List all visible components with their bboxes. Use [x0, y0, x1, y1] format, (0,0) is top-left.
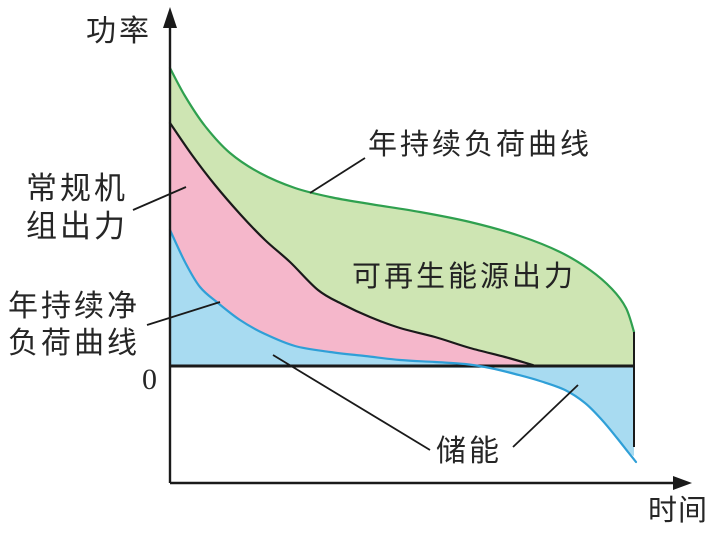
leader-line	[146, 301, 221, 326]
conventional-output-boundary-curve	[168, 121, 535, 367]
renewable-output-label: 可再生能源出力	[352, 261, 577, 293]
annual-load-curve-label: 年持续负荷曲线	[368, 129, 593, 161]
x-axis-label: 时间	[648, 495, 709, 527]
leader-line	[272, 354, 431, 451]
net-load-area	[170, 230, 490, 368]
annual-net-load-curve	[168, 228, 638, 464]
storage-label: 储能	[436, 435, 502, 468]
renewable-output-area	[170, 68, 634, 366]
leader-line	[309, 157, 366, 194]
annual-load-duration-curve	[168, 66, 636, 334]
conventional-unit-output-label: 常规机 组出力	[26, 171, 128, 244]
x-axis-arrow	[673, 476, 692, 490]
leader-line	[132, 186, 187, 211]
annual-net-load-curve-label: 年持续净 负荷曲线	[8, 290, 140, 360]
y-axis-arrow	[163, 7, 177, 28]
y-axis-label: 功率	[86, 15, 152, 48]
leader-line	[512, 384, 579, 448]
storage-area	[490, 366, 634, 456]
origin-zero-label: 0	[142, 363, 157, 396]
conventional-output-area	[170, 123, 533, 368]
